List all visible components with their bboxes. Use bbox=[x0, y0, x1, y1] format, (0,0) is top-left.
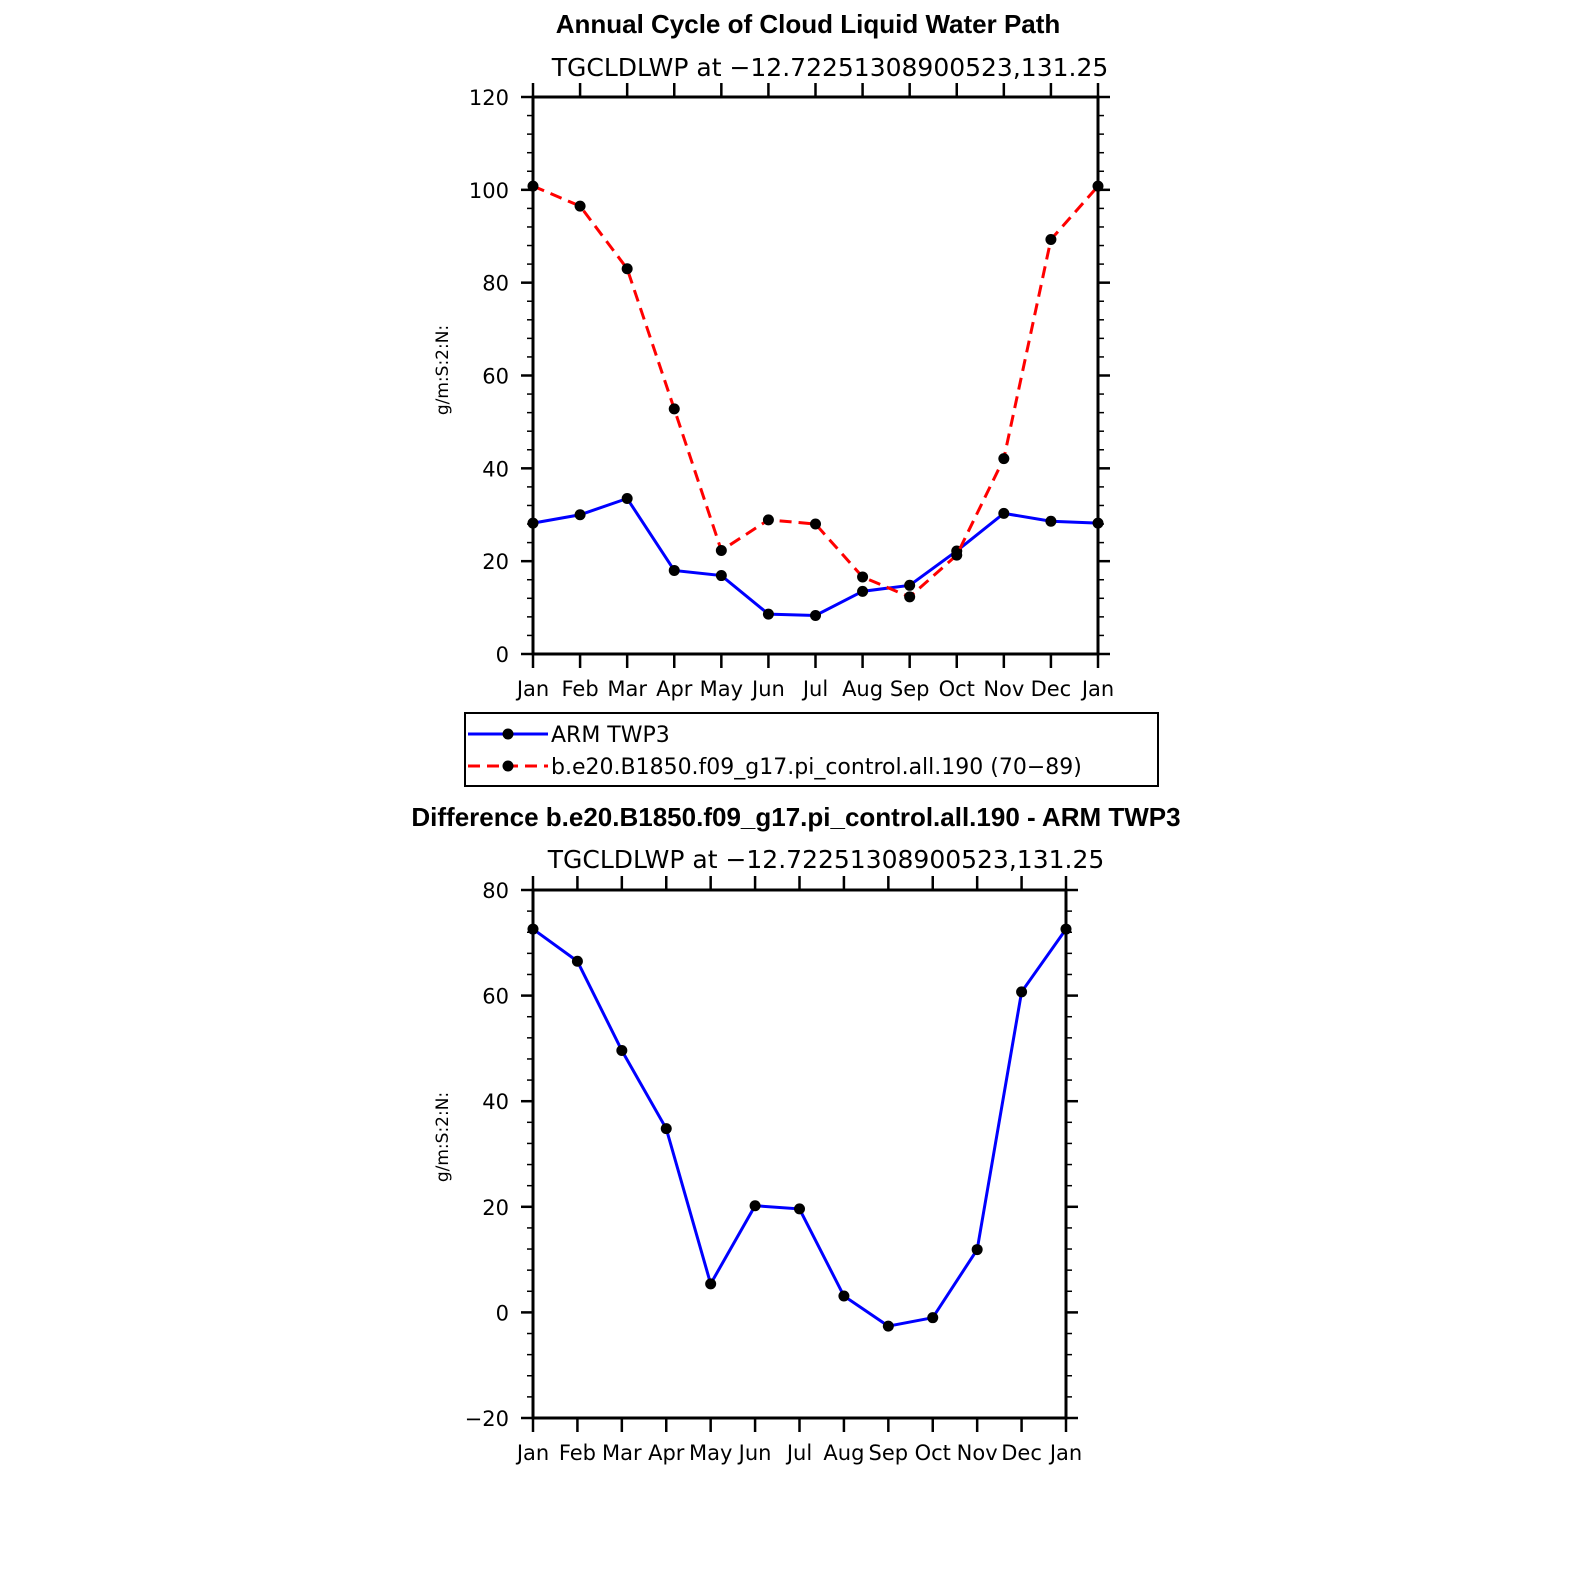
chart2-subtitle: TGCLDLWP at −12.72251308900523,131.25 bbox=[547, 845, 1105, 874]
chart2-ytick-label: 80 bbox=[482, 879, 509, 903]
chart1-series-1-point bbox=[715, 544, 727, 556]
chart2-xtick-label: Dec bbox=[1001, 1441, 1042, 1465]
chart2-series-0-point bbox=[1060, 923, 1072, 935]
chart1-series-1-point bbox=[904, 591, 916, 603]
chart1-series-0-point bbox=[857, 585, 869, 597]
legend-box bbox=[464, 712, 1159, 787]
chart1-series-0-point bbox=[998, 507, 1010, 519]
chart1-series-0-point bbox=[574, 509, 586, 521]
chart1-xtick-label: Feb bbox=[561, 677, 598, 701]
chart1-xtick-label: Jun bbox=[750, 677, 785, 701]
chart2-series-0-point bbox=[971, 1244, 983, 1256]
chart1-series-1-line bbox=[532, 184, 1100, 599]
chart1-series-0-point bbox=[527, 517, 539, 529]
chart2-xtick-label: Jan bbox=[1048, 1441, 1082, 1465]
legend-marker-model bbox=[502, 760, 514, 772]
chart1-series-1-point bbox=[1045, 233, 1057, 245]
chart1-ytick-label: 80 bbox=[482, 272, 509, 296]
chart1-series-0-point bbox=[762, 608, 774, 620]
chart1-series-1-point bbox=[857, 571, 869, 583]
chart1-ytick-label: 20 bbox=[482, 550, 509, 574]
chart1-series-0-point bbox=[810, 609, 821, 621]
chart1-frame bbox=[531, 95, 1100, 656]
chart1-xtick-label: Dec bbox=[1031, 677, 1072, 701]
chart1-xtick-label: Oct bbox=[939, 677, 975, 701]
chart2-series-0-line bbox=[532, 927, 1068, 1328]
chart1-xtick-label: Sep bbox=[890, 677, 930, 701]
chart2-ytick-label: 60 bbox=[482, 985, 509, 1009]
chart1-series-1-point bbox=[574, 200, 586, 212]
chart1-legend: ARM TWP3 b.e20.B1850.f09_g17.pi_control.… bbox=[464, 712, 1159, 787]
legend-marker-arm bbox=[502, 728, 514, 740]
chart2-ytick-label: −20 bbox=[465, 1407, 509, 1431]
chart1-series-0-point bbox=[668, 564, 680, 576]
legend-label-model: b.e20.B1850.f09_g17.pi_control.all.190 (… bbox=[551, 755, 1082, 780]
chart1-title: Annual Cycle of Cloud Liquid Water Path bbox=[556, 9, 1061, 39]
chart2-series-0-point bbox=[616, 1045, 628, 1057]
chart1-subtitle: TGCLDLWP at −12.72251308900523,131.25 bbox=[551, 53, 1109, 82]
chart1-series-0-point bbox=[1045, 515, 1057, 527]
chart1-xtick-label: Mar bbox=[607, 677, 647, 701]
chart2-series-0-point bbox=[749, 1200, 761, 1212]
chart1-series-1-point bbox=[951, 549, 963, 561]
chart2-xtick-label: Aug bbox=[823, 1441, 864, 1465]
chart2-series-0-point bbox=[794, 1203, 805, 1215]
chart2-plot: −20 0 20 40 60 80 Jan Feb Mar Apr May Jun Jul Aug Sep O… bbox=[465, 876, 1082, 1465]
chart2-ytick-label: 40 bbox=[482, 1090, 509, 1114]
chart1-ytick-label: 100 bbox=[469, 179, 509, 203]
chart1-series-1-point bbox=[998, 453, 1010, 465]
chart1-series-0-line bbox=[532, 496, 1099, 617]
chart1-ylabel: g/m:S:2:N: bbox=[433, 325, 453, 415]
chart1-series-1-point bbox=[810, 518, 821, 530]
chart2-series-0-point bbox=[1016, 986, 1028, 998]
chart2-series-0-point bbox=[660, 1123, 672, 1135]
chart1-xtick-label: Nov bbox=[983, 677, 1024, 701]
chart1-series-1-point bbox=[668, 403, 680, 415]
chart1-series-1-point bbox=[1092, 180, 1104, 192]
chart1-series-0-point bbox=[1092, 517, 1104, 529]
chart2-ytick-label: 0 bbox=[496, 1301, 509, 1325]
chart2-series-0-point bbox=[927, 1312, 939, 1324]
chart2-xtick-label: Jun bbox=[737, 1441, 772, 1465]
chart1-xtick-label: May bbox=[700, 677, 743, 701]
chart1-ytick-label: 120 bbox=[469, 86, 509, 110]
chart1-xtick-label: Jul bbox=[801, 677, 828, 701]
chart2-xtick-label: Oct bbox=[915, 1441, 951, 1465]
chart2-xtick-label: Sep bbox=[869, 1441, 909, 1465]
chart2-series-0-point bbox=[705, 1278, 717, 1290]
chart2-xtick-label: Jul bbox=[785, 1441, 812, 1465]
chart1-xtick-label: Apr bbox=[656, 677, 693, 701]
chart2-title: Difference b.e20.B1850.f09_g17.pi_contro… bbox=[411, 802, 1180, 832]
chart2-xtick-label: Apr bbox=[648, 1441, 685, 1465]
chart1-plot: 0 20 40 60 80 100 120 Jan Feb Mar Apr May Jun Jul Aug S… bbox=[469, 83, 1114, 701]
chart2-series-0-point bbox=[882, 1320, 894, 1332]
chart2-frame bbox=[531, 888, 1068, 1420]
chart1-ytick-label: 0 bbox=[496, 643, 509, 667]
chart2-xtick-label: Jan bbox=[515, 1441, 549, 1465]
chart1-series-1-point bbox=[527, 180, 539, 192]
chart2-xtick-label: Nov bbox=[957, 1441, 998, 1465]
chart2-ylabel: g/m:S:2:N: bbox=[433, 1092, 453, 1182]
legend-label-arm: ARM TWP3 bbox=[551, 723, 670, 748]
chart2-xtick-label: May bbox=[689, 1441, 732, 1465]
chart1-ytick-label: 60 bbox=[482, 365, 509, 389]
chart2-xtick-label: Feb bbox=[559, 1441, 596, 1465]
chart1-series-0-point bbox=[715, 570, 727, 582]
chart1-ytick-label: 40 bbox=[482, 457, 509, 481]
chart1-xtick-label: Aug bbox=[842, 677, 883, 701]
chart1-series-0-point bbox=[621, 493, 633, 505]
chart1-series-1-point bbox=[762, 514, 774, 526]
chart2-series-0-point bbox=[571, 955, 583, 967]
chart2-series-0-point bbox=[527, 923, 539, 935]
chart2-series-0-point bbox=[838, 1290, 850, 1302]
chart1-series-1-point bbox=[621, 263, 633, 275]
chart2-xtick-label: Mar bbox=[602, 1441, 642, 1465]
chart1-xtick-label: Jan bbox=[515, 677, 549, 701]
chart1-xtick-label: Jan bbox=[1080, 677, 1114, 701]
chart2-ytick-label: 20 bbox=[482, 1196, 509, 1220]
chart1-series-0-point bbox=[904, 579, 916, 591]
